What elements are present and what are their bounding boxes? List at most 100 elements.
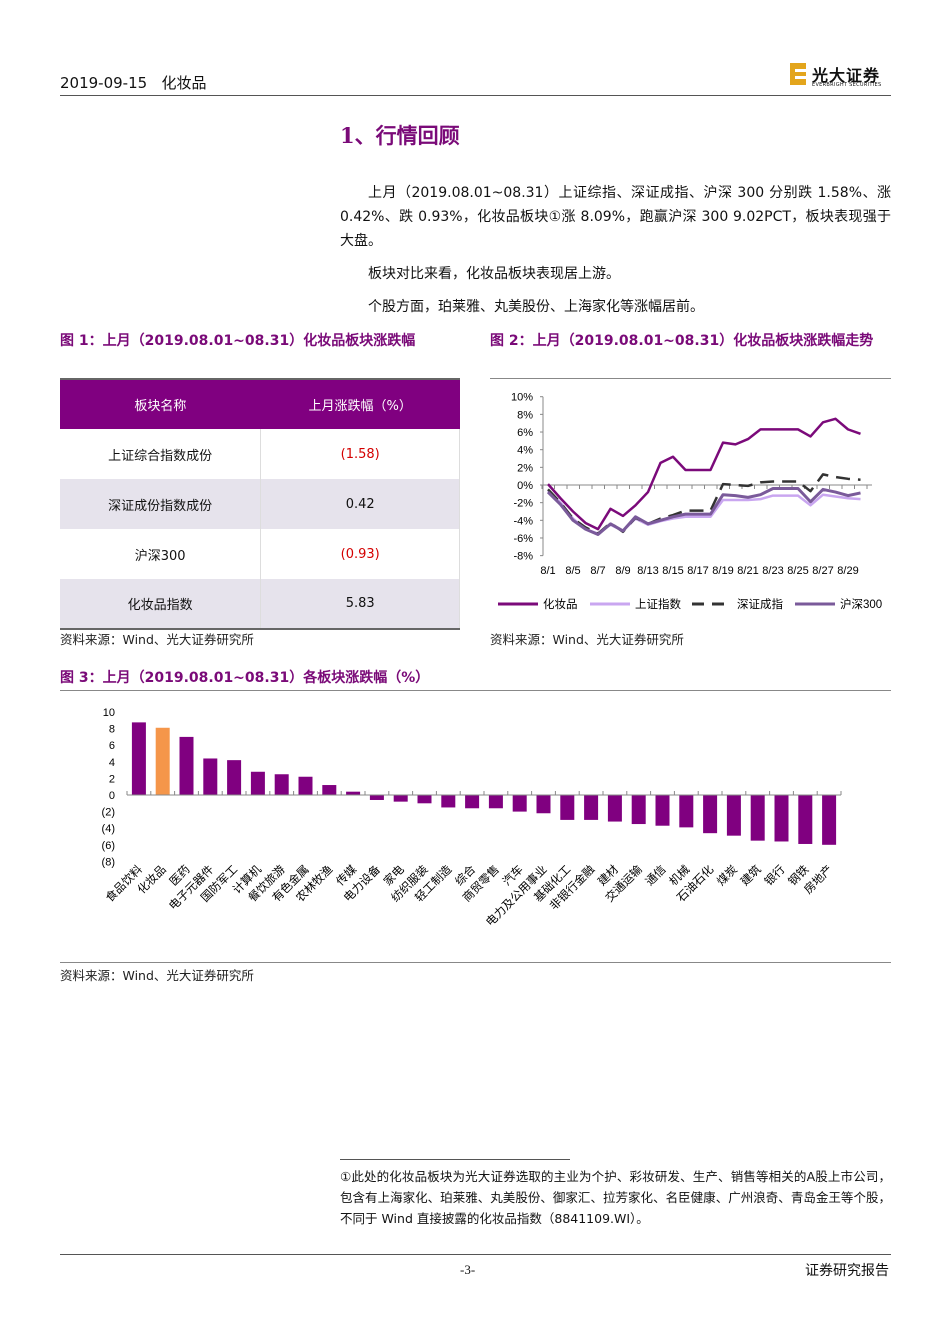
- table-row: 化妆品指数 5.83: [60, 579, 460, 630]
- y-tick-label: -6%: [513, 533, 533, 545]
- bar: [679, 795, 694, 828]
- x-tick-label: 8/23: [762, 565, 783, 577]
- legend-label: 深证成指: [737, 597, 783, 611]
- bar: [131, 722, 146, 795]
- y-tick-label: 10: [103, 707, 115, 719]
- table-cell: 沪深300: [60, 529, 262, 579]
- bar: [655, 795, 670, 826]
- bar: [417, 795, 432, 804]
- x-tick-label: 8/29: [837, 565, 858, 577]
- table-header-row: 板块名称 上月涨跌幅（%）: [60, 378, 460, 429]
- figure-1-title: 图 1：上月（2019.08.01~08.31）化妆品板块涨跌幅: [60, 333, 416, 349]
- x-tick-label: 8/13: [637, 565, 658, 577]
- x-tick-label: 8/9: [615, 565, 630, 577]
- table-row: 上证综合指数成份 (1.58): [60, 429, 460, 479]
- industry-name: 化妆品: [161, 74, 207, 92]
- footnote-divider: [340, 1159, 570, 1160]
- bar: [250, 771, 265, 795]
- category-label: 通信: [643, 863, 668, 888]
- bar: [512, 795, 527, 812]
- bar: [203, 758, 218, 795]
- bar: [726, 795, 741, 836]
- series-line-0: [547, 417, 861, 531]
- y-tick-label: 10%: [511, 392, 533, 404]
- table-row: 深证成份指数成份 0.42: [60, 479, 460, 529]
- bar: [441, 795, 456, 808]
- y-tick-label: (4): [102, 823, 115, 835]
- bar: [322, 785, 337, 795]
- column-header: 上月涨跌幅（%）: [260, 378, 460, 429]
- bar: [298, 776, 313, 795]
- series-line-3: [546, 487, 861, 536]
- bar: [703, 795, 718, 834]
- category-label: 煤炭: [715, 863, 740, 888]
- bar: [393, 795, 408, 802]
- bar: [607, 795, 622, 822]
- column-header: 板块名称: [60, 378, 261, 429]
- y-tick-label: 6: [109, 740, 115, 752]
- bar: [227, 760, 242, 795]
- table-cell: 上证综合指数成份: [60, 429, 262, 479]
- y-tick-label: (2): [102, 807, 115, 819]
- bar: [179, 736, 194, 795]
- legend-label: 沪深300: [840, 597, 882, 611]
- paragraph: 上月（2019.08.01~08.31）上证综指、深证成指、沪深 300 分别跌…: [340, 185, 891, 249]
- figure-2-title: 图 2：上月（2019.08.01~08.31）化妆品板块涨跌幅走势: [490, 333, 874, 349]
- y-tick-label: 6%: [517, 427, 533, 439]
- figure-3-source: 资料来源：Wind、光大证券研究所: [60, 968, 254, 983]
- y-tick-label: 0%: [517, 480, 533, 492]
- table-row: 沪深300 (0.93): [60, 529, 460, 579]
- bar: [274, 774, 289, 795]
- report-date: 2019-09-15: [60, 74, 148, 92]
- table-cell: 化妆品指数: [60, 579, 262, 630]
- index-performance-table: 板块名称 上月涨跌幅（%） 上证综合指数成份 (1.58) 深证成份指数成份 0.42…: [60, 378, 460, 630]
- paragraph: 个股方面，珀莱雅、丸美股份、上海家化等涨幅居前。: [368, 299, 704, 315]
- logo-subtext: EVERBRIGHT SECURITIES: [812, 82, 882, 88]
- x-tick-label: 8/17: [687, 565, 708, 577]
- x-tick-label: 8/1: [540, 565, 555, 577]
- bar: [465, 795, 480, 809]
- y-tick-label: 0: [109, 790, 115, 802]
- x-tick-label: 8/19: [712, 565, 733, 577]
- bar: [774, 795, 789, 842]
- x-tick-label: 8/15: [662, 565, 683, 577]
- bar: [560, 795, 575, 820]
- bar: [798, 795, 813, 844]
- category-label: 银行: [761, 862, 787, 888]
- bar: [631, 795, 646, 825]
- bar: [369, 795, 384, 800]
- line-chart: 10% 8% 6% 4% 2% 0% -2% -4% -6% -8% 8/1 8/5 8/7 8/9 8/1…: [498, 392, 882, 611]
- x-tick-label: 8/27: [812, 565, 833, 577]
- figure-2-divider: [490, 378, 891, 379]
- bar: [488, 795, 503, 809]
- figure-2-source: 资料来源：Wind、光大证券研究所: [490, 632, 684, 647]
- y-tick-label: 4%: [517, 445, 533, 457]
- table-cell: 5.83: [260, 579, 460, 630]
- paragraph: 板块对比来看，化妆品板块表现居上游。: [368, 266, 620, 282]
- table-cell: (0.93): [260, 529, 460, 579]
- y-tick-label: (8): [102, 856, 115, 868]
- y-tick-label: 2: [109, 773, 115, 785]
- table-cell: 0.42: [260, 479, 460, 529]
- table-cell: 深证成份指数成份: [60, 479, 262, 529]
- bar: [536, 795, 551, 814]
- y-tick-label: 8: [109, 724, 115, 736]
- bar: [584, 795, 599, 820]
- header-divider: [60, 95, 891, 96]
- category-label: 建筑: [738, 862, 765, 889]
- footnote: ①此处的化妆品板块为光大证券选取的主业为个护、彩妆研发、生产、销售等相关的A股上…: [340, 1169, 891, 1226]
- figure-1-source: 资料来源：Wind、光大证券研究所: [60, 632, 254, 647]
- y-tick-label: (6): [102, 840, 115, 852]
- figure-3-bottom-divider: [60, 962, 891, 963]
- bar: [346, 791, 361, 795]
- section-title: 1、行情回顾: [340, 123, 460, 148]
- y-tick-label: -8%: [513, 551, 533, 563]
- footer-label: 证券研究报告: [805, 1263, 889, 1279]
- legend-label: 上证指数: [635, 597, 681, 611]
- logo-mark-icon: [790, 63, 806, 85]
- figure-3-divider: [60, 690, 891, 691]
- x-tick-label: 8/25: [787, 565, 808, 577]
- y-tick-label: 8%: [517, 409, 533, 421]
- bar: [822, 795, 837, 845]
